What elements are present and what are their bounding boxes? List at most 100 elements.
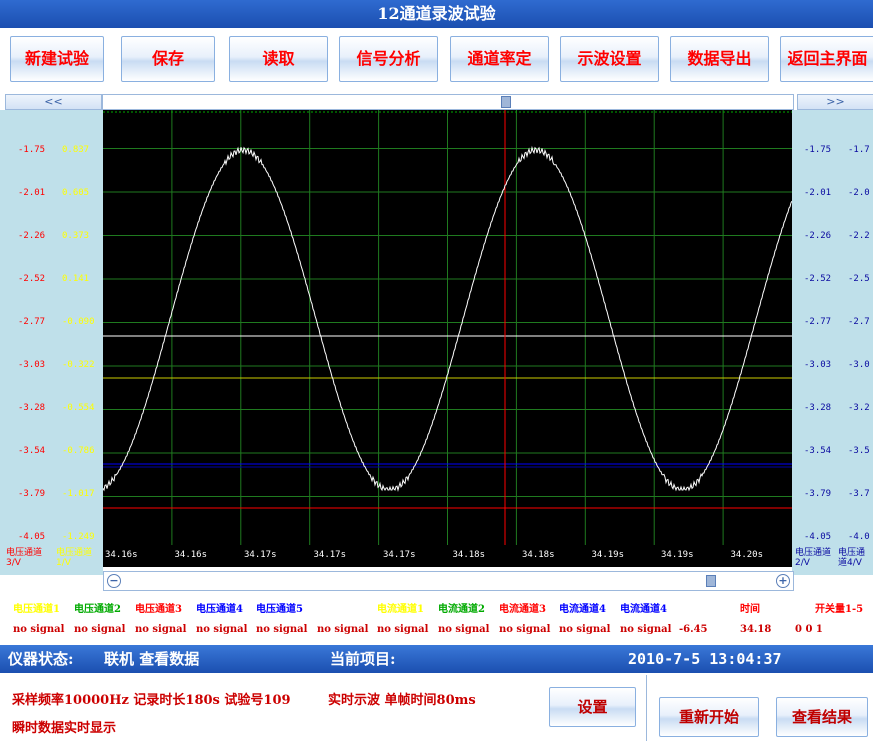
right-axis-tick-2: -3.2 bbox=[848, 403, 870, 413]
right-axis-tick-1: -1.75 bbox=[804, 145, 832, 155]
x-tick-label: 34.18s bbox=[452, 550, 486, 560]
divider bbox=[646, 675, 647, 741]
project-label: 当前项目: bbox=[330, 650, 396, 668]
left-axis-tick-1: -3.54 bbox=[18, 446, 46, 456]
left-axis-tick-1: -4.05 bbox=[18, 532, 46, 542]
zoom-in-button[interactable]: + bbox=[776, 574, 790, 588]
bottom-panel: 采样频率10000Hz 记录时长180s 试验号109 实时示波 单帧时间80m… bbox=[0, 673, 873, 744]
legend-item: 电流通道1 bbox=[377, 604, 424, 615]
right-axis-tick-2: -3.5 bbox=[848, 446, 870, 456]
right-axis-tick-2: -3.7 bbox=[848, 489, 870, 499]
right-axis-tick-1: -4.05 bbox=[804, 532, 832, 542]
left-axis-tick-2: 0.373 bbox=[62, 231, 90, 241]
channel-value: no signal bbox=[620, 624, 672, 635]
right-axis-tick-2: -2.7 bbox=[848, 317, 870, 327]
channel-value: no signal bbox=[499, 624, 551, 635]
x-tick-label: 34.19s bbox=[661, 550, 694, 560]
channel-legend: 电压通道1 电压通道2 电压通道3 电压通道4 电压通道5 电压通道6 电流通道1 电流通道2… bbox=[0, 596, 873, 616]
right-channel-label-2: 电压通道4/V bbox=[838, 548, 866, 568]
new-test-button[interactable]: 新建试验 bbox=[10, 36, 104, 82]
channel-value: no signal bbox=[438, 624, 490, 635]
left-axis-tick-2: -0.786 bbox=[62, 446, 95, 456]
left-axis-tick-1: -2.77 bbox=[18, 317, 46, 327]
scroll-left-button[interactable]: << bbox=[5, 94, 102, 110]
scroll-right-button[interactable]: >> bbox=[797, 94, 873, 110]
left-axis-panel: -1.75 -2.01 -2.26 -2.52 -2.77 -3.03 -3.28 -3.54… bbox=[0, 110, 103, 575]
realtime-info: 实时示波 单帧时间80ms bbox=[328, 693, 476, 708]
left-axis-tick-2: -0.554 bbox=[62, 403, 95, 413]
left-axis-tick-1: -3.28 bbox=[18, 403, 46, 413]
legend-item: 电流通道4 bbox=[559, 604, 606, 615]
zoom-thumb[interactable] bbox=[706, 575, 716, 587]
right-axis-tick-2: -2.0 bbox=[848, 188, 870, 198]
zoom-bar[interactable]: − + bbox=[103, 571, 794, 591]
left-axis-tick-2: -0.090 bbox=[62, 317, 95, 327]
left-axis-tick-2: -0.322 bbox=[62, 360, 95, 370]
right-axis-tick-2: -1.7 bbox=[848, 145, 870, 155]
status-state: 联机 查看数据 bbox=[104, 650, 200, 668]
view-results-button[interactable]: 查看结果 bbox=[776, 697, 868, 737]
right-axis-tick-1: -3.03 bbox=[804, 360, 832, 370]
settings-button[interactable]: 设置 bbox=[549, 687, 636, 727]
waveform-trace bbox=[102, 145, 793, 492]
right-axis-panel: -1.75 -2.01 -2.26 -2.52 -2.77 -3.03 -3.28 -3.54… bbox=[792, 110, 873, 575]
save-button[interactable]: 保存 bbox=[121, 36, 215, 82]
right-axis-tick-2: -2.2 bbox=[848, 231, 870, 241]
channel-value: 0 0 1 bbox=[795, 624, 823, 635]
legend-item: 电压通道2 bbox=[74, 604, 121, 615]
legend-item: 开关量1-5 bbox=[815, 604, 864, 615]
zoom-out-button[interactable]: − bbox=[107, 574, 121, 588]
right-axis-tick-2: -2.5 bbox=[848, 274, 870, 284]
legend-item: 电流通道2 bbox=[438, 604, 485, 615]
left-axis-tick-1: -2.26 bbox=[18, 231, 46, 241]
left-axis-tick-1: -2.01 bbox=[18, 188, 46, 198]
right-axis-tick-1: -2.77 bbox=[804, 317, 832, 327]
legend-item: 电压通道5 bbox=[256, 604, 303, 615]
right-axis-tick-1: -3.28 bbox=[804, 403, 832, 413]
left-channel-label-2: 电压通道1/V bbox=[56, 548, 93, 568]
channel-value: no signal bbox=[256, 624, 308, 635]
toolbar: 新建试验 保存 读取 信号分析 通道率定 示波设置 数据导出 返回主界面 bbox=[0, 28, 873, 90]
legend-item: 时间 bbox=[740, 604, 760, 615]
datetime: 2010-7-5 13:04:37 bbox=[628, 650, 782, 668]
right-axis-tick-2: -4.0 bbox=[848, 532, 870, 542]
x-tick-label: 34.17s bbox=[244, 550, 277, 560]
signal-analysis-button[interactable]: 信号分析 bbox=[339, 36, 438, 82]
x-tick-label: 34.17s bbox=[383, 550, 416, 560]
time-scrollbar[interactable] bbox=[102, 94, 794, 110]
x-tick-label: 34.20s bbox=[730, 550, 764, 560]
x-tick-label: 34.16s bbox=[105, 550, 138, 560]
legend-item: 电流通道3 bbox=[499, 604, 546, 615]
waveform-plot[interactable] bbox=[102, 110, 793, 545]
right-channel-label-1: 电压通道2/V bbox=[795, 548, 832, 568]
data-export-button[interactable]: 数据导出 bbox=[670, 36, 769, 82]
status-bar: 仪器状态: 联机 查看数据 当前项目: 2010-7-5 13:04:37 bbox=[0, 645, 873, 673]
right-axis-tick-1: -3.79 bbox=[804, 489, 832, 499]
scroll-thumb[interactable] bbox=[501, 96, 511, 108]
acquisition-info: 采样频率10000Hz 记录时长180s 试验号109 bbox=[12, 693, 291, 708]
right-axis-tick-1: -2.52 bbox=[804, 274, 832, 284]
left-axis-tick-1: -3.03 bbox=[18, 360, 46, 370]
window-title: 12通道录波试验 bbox=[0, 0, 873, 28]
scope-settings-button[interactable]: 示波设置 bbox=[560, 36, 659, 82]
read-button[interactable]: 读取 bbox=[229, 36, 328, 82]
channel-value: no signal bbox=[196, 624, 248, 635]
channel-calibration-button[interactable]: 通道率定 bbox=[450, 36, 549, 82]
return-main-button[interactable]: 返回主界面 bbox=[780, 36, 873, 82]
legend-item: 电压通道6 bbox=[317, 604, 364, 615]
channel-value: no signal bbox=[135, 624, 187, 635]
channel-value: -6.45 bbox=[679, 624, 708, 635]
instant-data-info: 瞬时数据实时显示 bbox=[12, 721, 117, 736]
right-axis-tick-2: -3.0 bbox=[848, 360, 870, 370]
left-axis-tick-2: -1.249 bbox=[62, 532, 95, 542]
restart-button[interactable]: 重新开始 bbox=[659, 697, 759, 737]
channel-values: no signal no signal no signal no signal no s… bbox=[0, 620, 873, 640]
x-tick-label: 34.18s bbox=[522, 550, 555, 560]
x-tick-label: 34.19s bbox=[591, 550, 625, 560]
channel-value: no signal bbox=[317, 624, 369, 635]
legend-item: 电流通道4 bbox=[681, 604, 728, 615]
legend-item: 电压通道3 bbox=[135, 604, 182, 615]
left-axis-tick-1: -3.79 bbox=[18, 489, 46, 499]
left-axis-tick-1: -1.75 bbox=[18, 145, 46, 155]
channel-value: no signal bbox=[74, 624, 126, 635]
